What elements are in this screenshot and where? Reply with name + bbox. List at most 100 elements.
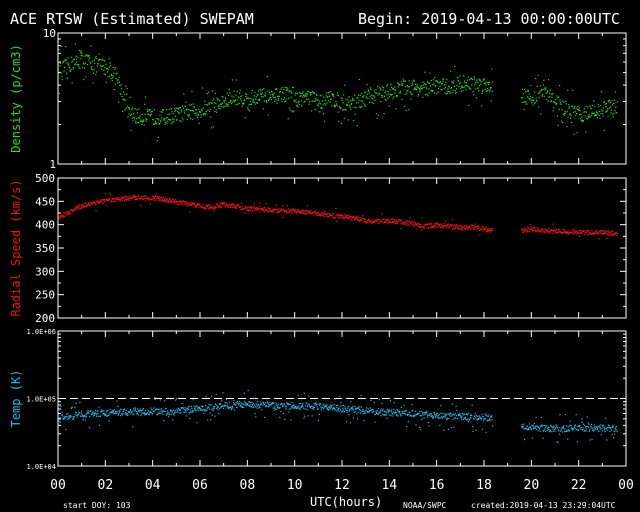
density-point [592,112,594,114]
density-point [563,101,565,103]
speed-point [452,228,455,230]
density-point [181,111,183,113]
temp-point [583,430,585,432]
temp-point [326,404,328,406]
speed-point [551,232,553,234]
density-point [528,93,530,95]
temp-point [197,406,199,408]
temp-point [166,413,168,415]
speed-point [209,204,211,206]
temp-point [487,419,489,422]
temp-point [174,409,176,411]
temp-point [480,418,482,420]
x-axis-label: UTC(hours) [310,495,382,509]
temp-point [330,404,332,406]
speed-point [366,222,368,224]
temp-point [401,413,403,415]
speed-point [581,232,583,234]
temp-point [111,411,113,413]
temp-point [172,419,174,421]
temp-point [410,414,412,416]
temp-point [489,420,491,422]
speed-point [176,201,178,204]
density-point [242,102,244,104]
speed-point [558,231,560,233]
temp-point [317,408,319,410]
temp-point [61,411,63,413]
density-point [250,92,252,94]
density-point [368,90,370,92]
speed-point [616,234,618,236]
temp-point [92,413,94,415]
density-point [373,90,375,92]
density-point [233,101,236,103]
speed-point [223,202,225,204]
temp-point [187,406,189,408]
density-point [409,86,411,88]
temp-point [311,408,314,410]
temp-point [386,408,389,411]
density-point [369,96,371,98]
density-point [444,92,446,94]
temp-point [611,426,613,428]
speed-point [138,195,140,197]
temp-point [324,406,326,408]
speed-point [409,221,412,224]
speed-point [383,218,385,220]
speed-point [197,203,199,205]
density-point [558,96,560,98]
density-point [418,93,420,96]
speed-point [341,214,343,216]
temp-point [338,410,340,412]
density-point [351,100,353,102]
temp-point [235,401,237,403]
density-point [433,83,435,85]
speed-point [576,232,579,234]
temp-point [202,405,204,407]
speed-point [181,201,183,203]
density-point [171,111,173,113]
density-point [371,101,373,104]
density-point [412,79,415,81]
speed-point [113,197,115,199]
density-point [542,84,544,86]
speed-point [130,196,132,199]
temp-point [259,404,261,406]
speed-point [292,209,294,211]
density-point [226,92,228,94]
temp-point [524,439,526,441]
density-point [102,65,104,67]
speed-point [604,230,606,232]
density-point [352,119,354,122]
temp-point [235,404,237,406]
speed-point [145,195,147,197]
temp-point [288,411,290,413]
density-point [135,122,137,124]
density-point [223,101,225,103]
speed-point [161,199,163,201]
speed-point [288,211,291,213]
speed-point [303,211,305,213]
temp-point [337,408,340,410]
speed-point [396,223,398,225]
speed-point [141,196,143,198]
speed-point [467,227,469,229]
density-point [484,82,486,85]
temp-point [412,409,414,411]
density-point [61,75,63,78]
density-point [58,48,60,51]
temp-point [381,410,383,412]
density-point [126,87,128,90]
speed-point [536,230,538,232]
density-point [525,101,527,103]
speed-point [458,228,460,230]
density-point [270,97,272,99]
density-point [215,102,217,105]
density-point [533,102,535,104]
temp-point [581,418,583,420]
temp-point [254,413,256,415]
temp-point [473,418,475,420]
speed-point [325,216,327,218]
temp-point [414,414,416,416]
